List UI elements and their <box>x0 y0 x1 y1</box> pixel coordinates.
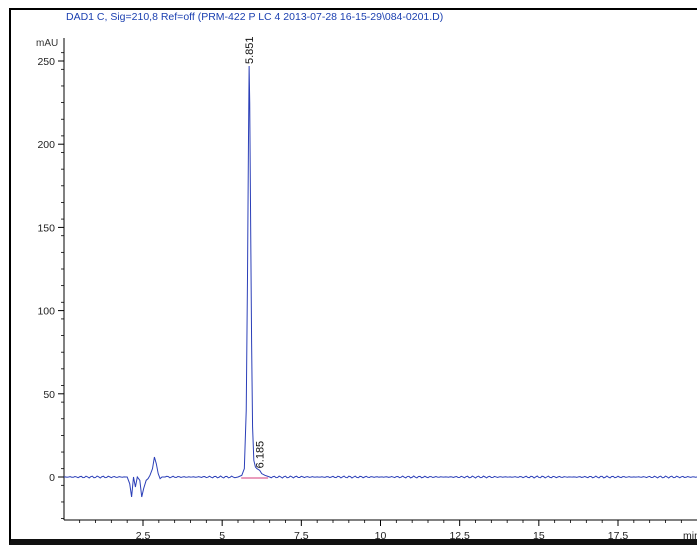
y-tick-label: 0 <box>49 472 55 484</box>
x-tick-label: 15 <box>533 530 545 542</box>
peak-label: 6.185 <box>255 441 267 469</box>
x-tick-label: 17.5 <box>608 530 629 542</box>
y-tick-label: 150 <box>37 222 55 234</box>
x-tick-label: 5 <box>219 530 225 542</box>
x-tick-label: 2.5 <box>136 530 151 542</box>
chart-title: DAD1 C, Sig=210,8 Ref=off (PRM-422 P LC … <box>66 11 444 23</box>
x-axis-unit-label: min <box>683 530 697 542</box>
x-tick-label: 10 <box>375 530 387 542</box>
y-axis-label: mAU <box>36 38 58 49</box>
x-tick-label: 7.5 <box>294 530 309 542</box>
signal-trace <box>63 65 697 498</box>
chart-frame <box>9 8 697 545</box>
peak-label: 5.851 <box>244 36 256 64</box>
y-tick-label: 100 <box>37 306 55 318</box>
y-tick-label: 200 <box>37 139 55 151</box>
y-tick-label: 250 <box>37 56 55 68</box>
x-tick-label: 12.5 <box>449 530 470 542</box>
y-tick-label: 50 <box>43 389 55 401</box>
